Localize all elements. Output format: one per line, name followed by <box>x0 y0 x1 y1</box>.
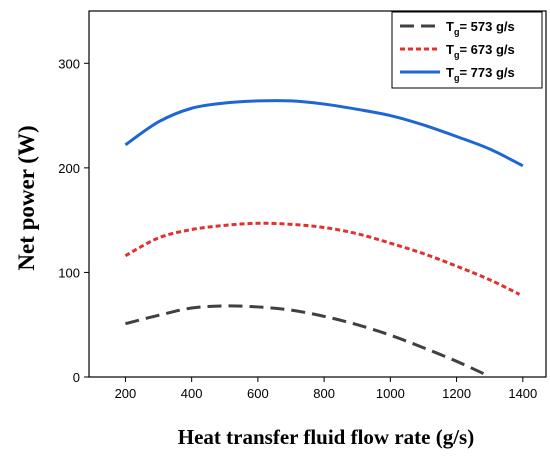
legend-value: = 573 g/s <box>459 19 514 34</box>
y-tick-label: 100 <box>58 265 80 280</box>
series-line-2 <box>124 221 521 296</box>
axes-layer: 200 400 600 800 1000 1200 1400 0 100 200 300 <box>58 56 537 401</box>
plot-area <box>88 10 547 378</box>
legend-subscript: g <box>454 27 460 37</box>
legend-label-1: Tg= 573 g/s <box>446 19 515 37</box>
x-axis-title: Heat transfer fluid flow rate (g/s) <box>178 425 474 449</box>
legend-value: = 773 g/s <box>459 65 514 80</box>
y-tick-label: 0 <box>73 370 80 385</box>
series-layer <box>124 99 524 377</box>
y-tick-label: 200 <box>58 161 80 176</box>
legend-symbol: T <box>446 19 454 34</box>
legend-symbol: T <box>446 65 454 80</box>
legend-label-2: Tg= 673 g/s <box>446 42 515 60</box>
series-line-3 <box>124 99 524 168</box>
x-tick-label: 600 <box>247 386 269 401</box>
legend-subscript: g <box>454 50 460 60</box>
x-tick-label: 1200 <box>442 386 471 401</box>
y-tick-label: 300 <box>58 56 80 71</box>
legend-label-3: Tg= 773 g/s <box>446 65 515 83</box>
y-axis-title: Net power (W) <box>14 125 39 270</box>
legend: Tg= 573 g/sTg= 673 g/sTg= 773 g/s <box>391 11 543 89</box>
plot-frame <box>88 10 547 378</box>
legend-subscript: g <box>454 73 460 83</box>
series-line-1 <box>125 304 488 377</box>
x-tick-label: 1000 <box>376 386 405 401</box>
x-tick-label: 200 <box>115 386 137 401</box>
x-tick-label: 400 <box>181 386 203 401</box>
x-tick-label: 1400 <box>508 386 537 401</box>
legend-value: = 673 g/s <box>459 42 514 57</box>
x-tick-label: 800 <box>313 386 335 401</box>
legend-symbol: T <box>446 42 454 57</box>
